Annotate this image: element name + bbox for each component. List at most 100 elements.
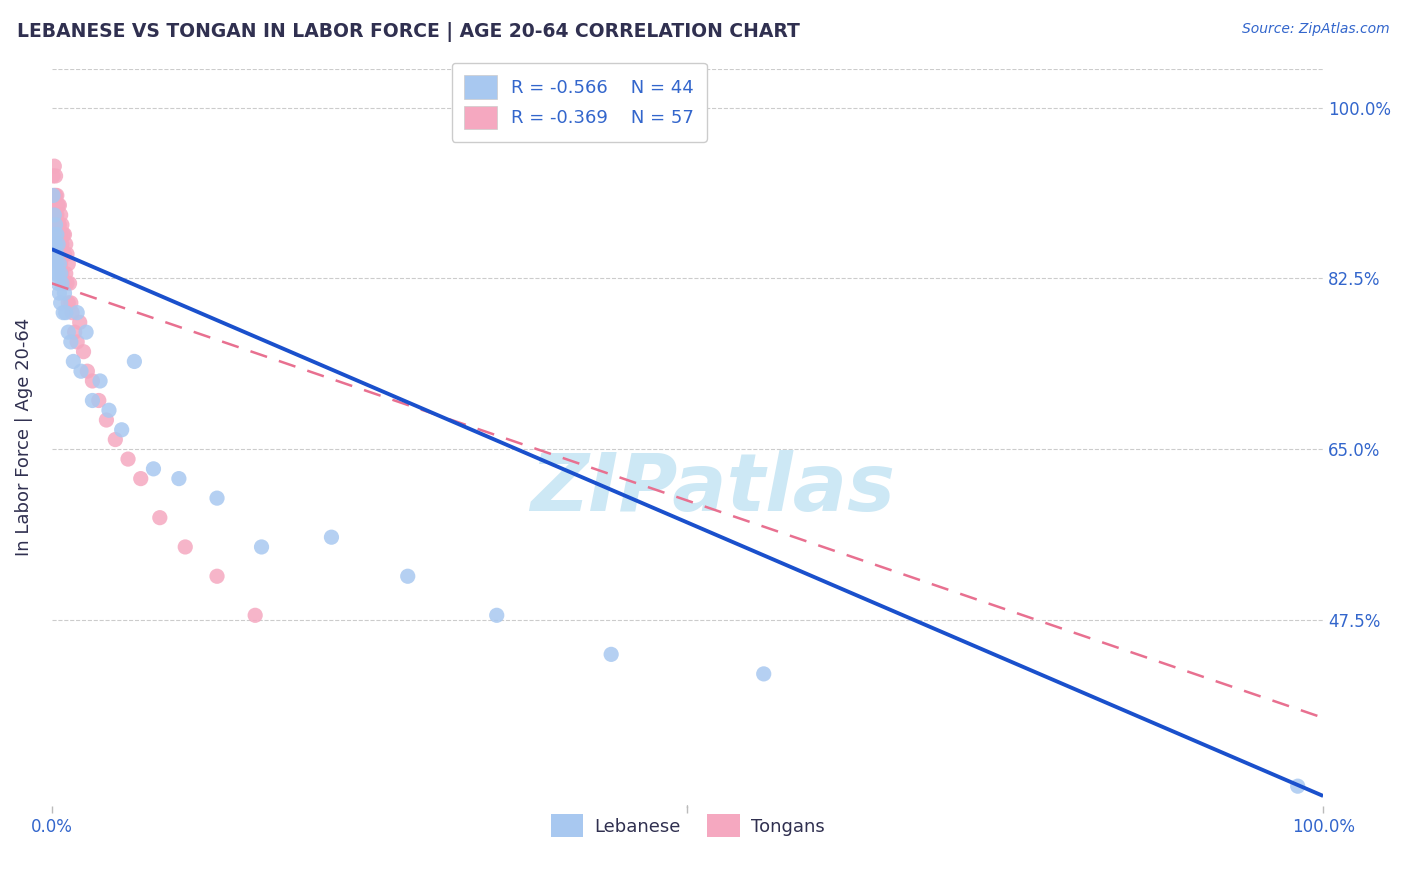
Point — [45, 247, 67, 261]
Point — [52, 305, 75, 319]
Point — [52, 247, 75, 261]
Point — [104, 433, 127, 447]
Point — [46, 277, 69, 291]
Point — [66, 334, 89, 349]
Point — [82, 393, 104, 408]
Point — [48, 198, 70, 212]
Point — [149, 510, 172, 524]
Point — [70, 364, 93, 378]
Point — [46, 267, 69, 281]
Point — [1286, 779, 1309, 793]
Point — [55, 305, 77, 319]
Point — [44, 159, 66, 173]
Point — [76, 364, 98, 378]
Point — [485, 608, 508, 623]
Point — [62, 354, 84, 368]
Point — [44, 208, 66, 222]
Point — [51, 237, 73, 252]
Point — [45, 237, 67, 252]
Point — [51, 277, 73, 291]
Text: LEBANESE VS TONGAN IN LABOR FORCE | AGE 20-64 CORRELATION CHART: LEBANESE VS TONGAN IN LABOR FORCE | AGE … — [17, 22, 800, 42]
Point — [82, 374, 104, 388]
Point — [58, 257, 80, 271]
Point — [49, 296, 72, 310]
Point — [142, 462, 165, 476]
Point — [58, 325, 80, 339]
Point — [97, 403, 120, 417]
Point — [48, 237, 70, 252]
Point — [600, 648, 623, 662]
Point — [243, 608, 266, 623]
Point — [66, 305, 89, 319]
Point — [44, 247, 66, 261]
Point — [48, 257, 70, 271]
Point — [45, 208, 67, 222]
Y-axis label: In Labor Force | Age 20-64: In Labor Force | Age 20-64 — [15, 318, 32, 557]
Point — [44, 188, 66, 202]
Point — [167, 472, 190, 486]
Point — [58, 277, 80, 291]
Point — [53, 286, 76, 301]
Point — [59, 334, 82, 349]
Text: Source: ZipAtlas.com: Source: ZipAtlas.com — [1241, 22, 1389, 37]
Point — [205, 569, 228, 583]
Text: ZIPatlas: ZIPatlas — [530, 450, 896, 528]
Point — [60, 305, 83, 319]
Point — [44, 227, 66, 242]
Point — [205, 491, 228, 505]
Point — [53, 227, 76, 242]
Point — [42, 208, 65, 222]
Point — [46, 198, 69, 212]
Point — [46, 247, 69, 261]
Point — [49, 227, 72, 242]
Point — [48, 218, 70, 232]
Point — [72, 344, 94, 359]
Point — [42, 237, 65, 252]
Point — [250, 540, 273, 554]
Point — [48, 257, 70, 271]
Point — [58, 296, 80, 310]
Point — [44, 227, 66, 242]
Point — [111, 423, 134, 437]
Point — [46, 218, 69, 232]
Point — [42, 227, 65, 242]
Point — [96, 413, 118, 427]
Point — [174, 540, 197, 554]
Point — [56, 247, 79, 261]
Legend: Lebanese, Tongans: Lebanese, Tongans — [543, 807, 831, 845]
Point — [89, 374, 111, 388]
Point — [45, 257, 67, 271]
Point — [321, 530, 343, 544]
Point — [129, 472, 152, 486]
Point — [42, 169, 65, 183]
Point — [59, 296, 82, 310]
Point — [75, 325, 97, 339]
Point — [396, 569, 419, 583]
Point — [45, 227, 67, 242]
Point — [52, 227, 75, 242]
Point — [55, 237, 77, 252]
Point — [49, 257, 72, 271]
Point — [45, 169, 67, 183]
Point — [46, 237, 69, 252]
Point — [49, 267, 72, 281]
Point — [117, 452, 139, 467]
Point — [45, 188, 67, 202]
Point — [45, 247, 67, 261]
Point — [63, 325, 86, 339]
Point — [45, 218, 67, 232]
Point — [44, 208, 66, 222]
Point — [51, 218, 73, 232]
Point — [42, 188, 65, 202]
Point — [49, 208, 72, 222]
Point — [48, 286, 70, 301]
Point — [45, 267, 67, 281]
Point — [45, 208, 67, 222]
Point — [752, 666, 775, 681]
Point — [45, 237, 67, 252]
Point — [53, 247, 76, 261]
Point — [56, 277, 79, 291]
Point — [51, 267, 73, 281]
Point — [53, 277, 76, 291]
Point — [45, 227, 67, 242]
